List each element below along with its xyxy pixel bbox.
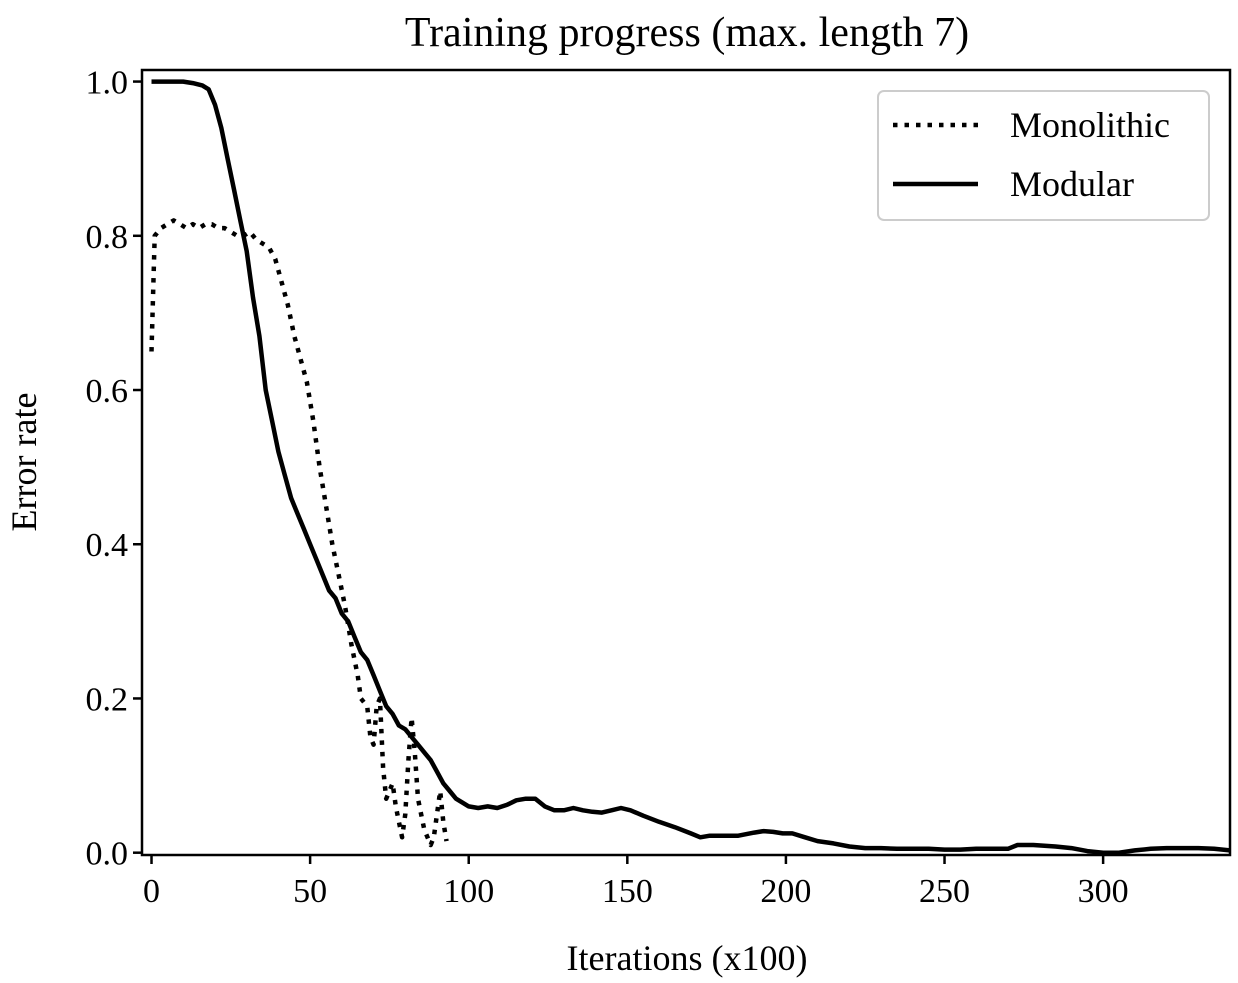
x-tick-label: 100 bbox=[443, 873, 494, 910]
plot-area bbox=[149, 79, 1230, 855]
plot-frame bbox=[140, 68, 1232, 857]
y-tick-label: 0.0 bbox=[86, 836, 129, 873]
legend: Monolithic Modular bbox=[877, 90, 1210, 221]
legend-box bbox=[877, 90, 1210, 221]
x-tick-label: 250 bbox=[919, 873, 970, 910]
y-axis: 0.0 0.2 0.4 0.6 0.8 1.0 bbox=[86, 65, 142, 873]
x-tick-label: 300 bbox=[1078, 873, 1129, 910]
x-tick-label: 50 bbox=[293, 873, 327, 910]
y-tick-label: 1.0 bbox=[86, 65, 129, 102]
chart-title: Training progress (max. length 7) bbox=[405, 10, 969, 56]
legend-label-modular: Modular bbox=[1010, 164, 1134, 204]
x-tick-label: 150 bbox=[602, 873, 653, 910]
y-tick-label: 0.2 bbox=[86, 681, 129, 718]
legend-label-monolithic: Monolithic bbox=[1010, 105, 1170, 145]
y-tick-label: 0.6 bbox=[86, 373, 129, 410]
y-tick-label: 0.4 bbox=[86, 527, 129, 564]
y-axis-label: Error rate bbox=[4, 393, 44, 532]
series-line-modular bbox=[151, 79, 1230, 855]
x-axis-label: Iterations (x100) bbox=[567, 938, 808, 978]
x-tick-label: 200 bbox=[760, 873, 811, 910]
series-line-monolithic bbox=[149, 218, 449, 848]
x-tick-label: 0 bbox=[143, 873, 160, 910]
y-tick-label: 0.8 bbox=[86, 219, 129, 256]
x-axis: 0 50 100 150 200 250 300 bbox=[143, 855, 1129, 910]
